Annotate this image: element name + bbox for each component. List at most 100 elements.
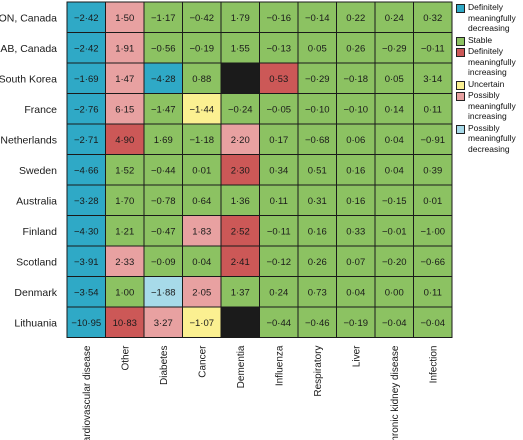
heatmap-cell	[297, 32, 337, 64]
cell-value-label: 0·24	[269, 287, 288, 298]
cell-value-label: 4·90	[115, 135, 134, 146]
row-label: Sweden	[19, 165, 57, 177]
cell-value-label: 0·06	[346, 135, 365, 146]
heatmap-cell	[105, 32, 145, 64]
legend-item: Stable	[456, 35, 522, 46]
heatmap-cell	[374, 215, 414, 247]
row-label: Scotland	[16, 256, 57, 268]
cell-value-label: 0·11	[270, 196, 288, 207]
heatmap-cell	[66, 62, 106, 94]
cell-value-label: −3·54	[74, 287, 99, 298]
heatmap-cell	[297, 154, 337, 186]
cell-value-label: −1·44	[189, 104, 214, 115]
column-label: Influenza	[274, 345, 285, 386]
cell-value-label: 0·51	[308, 165, 327, 176]
heatmap-cell	[220, 245, 260, 277]
cell-value-label: −0·18	[343, 74, 368, 85]
row-label: ON, Canada	[0, 12, 57, 24]
cell-value-label: 0·39	[423, 165, 442, 176]
heatmap-cell	[220, 62, 260, 94]
cell-value-label: 0·73	[308, 287, 327, 298]
cell-value-label: 2·52	[231, 226, 250, 237]
legend-swatch	[456, 4, 465, 13]
cell-value-label: 0·16	[346, 165, 365, 176]
cell-value-label: 0·32	[423, 13, 442, 24]
cell-value-label: 0·34	[269, 165, 288, 176]
heatmap-cell	[259, 245, 299, 277]
cell-value-label: 1·37	[231, 287, 250, 298]
cell-value-label: 2·20	[231, 135, 250, 146]
cell-value-label: 1·47	[115, 74, 134, 85]
legend-label: Stable	[468, 34, 493, 45]
heatmap-cell	[374, 276, 414, 308]
heatmap-cell	[220, 215, 260, 247]
legend-swatch	[456, 80, 465, 90]
heatmap-cell	[66, 154, 106, 186]
cell-value-label: −0·16	[266, 13, 291, 24]
cell-value-label: −0·66	[420, 257, 445, 268]
legend-item: Possibly meaningfully decreasing	[456, 123, 522, 155]
cell-value-label: 0·26	[308, 257, 327, 268]
cell-value-label: −2·42	[74, 13, 99, 24]
cell-value-label: 0·00	[385, 287, 404, 298]
column-label: Cardiovascular disease	[82, 345, 93, 440]
cell-value-label: −0·29	[305, 74, 330, 85]
heatmap-cell	[105, 184, 145, 216]
cell-value-label: 0·11	[424, 104, 442, 115]
cell-value-label: 0·05	[385, 74, 404, 85]
row-label: Lithuania	[14, 317, 57, 329]
cell-value-label: 0·64	[192, 196, 211, 207]
cell-value-label: 0·04	[385, 165, 404, 176]
column-label: Dementia	[236, 345, 247, 388]
heatmap-cell	[413, 32, 453, 64]
heatmap-cell	[182, 215, 222, 247]
column-label: Chronic kidney disease	[390, 345, 401, 440]
cell-value-label: −1·88	[151, 287, 176, 298]
heatmap-cell	[105, 62, 145, 94]
legend-swatch	[456, 48, 465, 57]
cell-value-label: −3·28	[74, 196, 99, 207]
heatmap-cell	[297, 215, 337, 247]
heatmap-cell	[297, 306, 337, 338]
cell-value-label: 1·55	[231, 43, 250, 54]
cell-value-label: −0·44	[151, 165, 176, 176]
heatmap-cell	[374, 245, 414, 277]
row-label: France	[24, 104, 57, 116]
cell-value-label: 0·17	[269, 135, 288, 146]
cell-value-label: 0·11	[424, 287, 442, 298]
heatmap-cell	[143, 306, 183, 338]
legend-swatch	[456, 36, 465, 46]
cell-value-label: −0·11	[421, 43, 445, 54]
cell-value-label: −3·91	[74, 257, 99, 268]
heatmap-cell	[220, 184, 260, 216]
legend: Definitely meaningfully decreasing Stable…	[456, 2, 522, 155]
cell-value-label: −0·46	[305, 318, 330, 329]
heatmap-cell	[182, 154, 222, 186]
cell-value-label: 2·30	[231, 165, 250, 176]
heatmap-cell	[182, 306, 222, 338]
legend-label: Possibly meaningfully increasing	[468, 90, 516, 121]
cell-value-label: 10·83	[113, 318, 137, 329]
heatmap-cell	[336, 245, 376, 277]
heatmap-cell	[143, 245, 183, 277]
heatmap-cell	[105, 93, 145, 125]
legend-item: Possibly meaningfully increasing	[456, 90, 522, 122]
cell-value-label: 0·33	[346, 226, 365, 237]
cell-value-label: −1·69	[74, 74, 99, 85]
cell-value-label: −1·00	[420, 226, 445, 237]
cell-value-label: 2·05	[192, 287, 211, 298]
cell-value-label: −0·20	[382, 257, 407, 268]
heatmap-cell	[297, 184, 337, 216]
cell-value-label: 6·15	[115, 104, 134, 115]
column-label: Cancer	[197, 345, 208, 378]
legend-item: Uncertain	[456, 79, 522, 90]
cell-value-label: −4·28	[151, 74, 176, 85]
cell-value-label: 1·69	[154, 135, 173, 146]
legend-label: Possibly meaningfully decreasing	[468, 122, 516, 154]
legend-swatch	[456, 124, 465, 134]
cell-value-label: −2·76	[74, 104, 99, 115]
heatmap-cell	[413, 306, 453, 338]
cell-value-label: −1·07	[189, 318, 214, 329]
heatmap-cell	[374, 184, 414, 216]
